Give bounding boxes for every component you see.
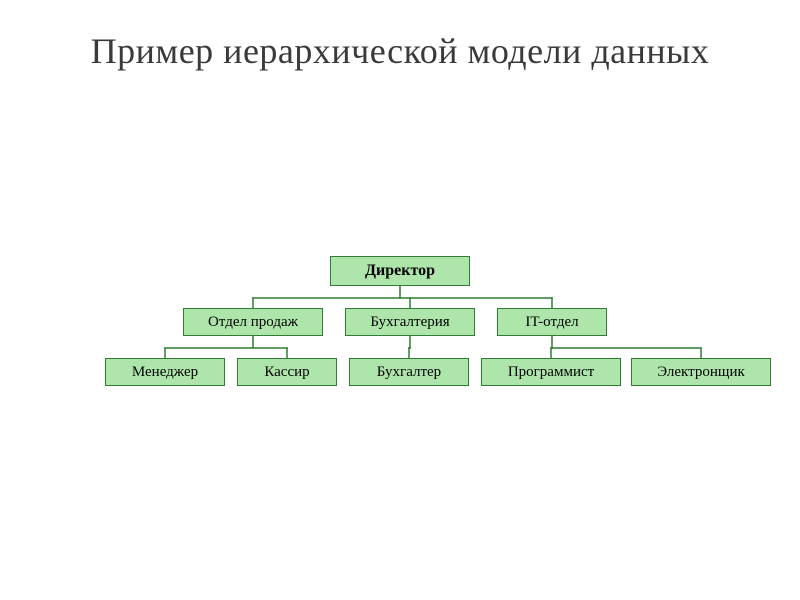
org-chart: ДиректорОтдел продаж Бухгалтерия IT-отдел М… — [0, 0, 800, 600]
node-elec: Электронщик — [631, 358, 771, 386]
node-root: Директор — [330, 256, 470, 286]
node-mgr: Менеджер — [105, 358, 225, 386]
node-cash: Кассир — [237, 358, 337, 386]
node-acct: Бухгалтерия — [345, 308, 475, 336]
node-sales: Отдел продаж — [183, 308, 323, 336]
node-it: IT-отдел — [497, 308, 607, 336]
slide: Пример иерархической модели данных Дирек… — [0, 0, 800, 600]
node-bkpr: Бухгалтер — [349, 358, 469, 386]
node-prog: Программист — [481, 358, 621, 386]
